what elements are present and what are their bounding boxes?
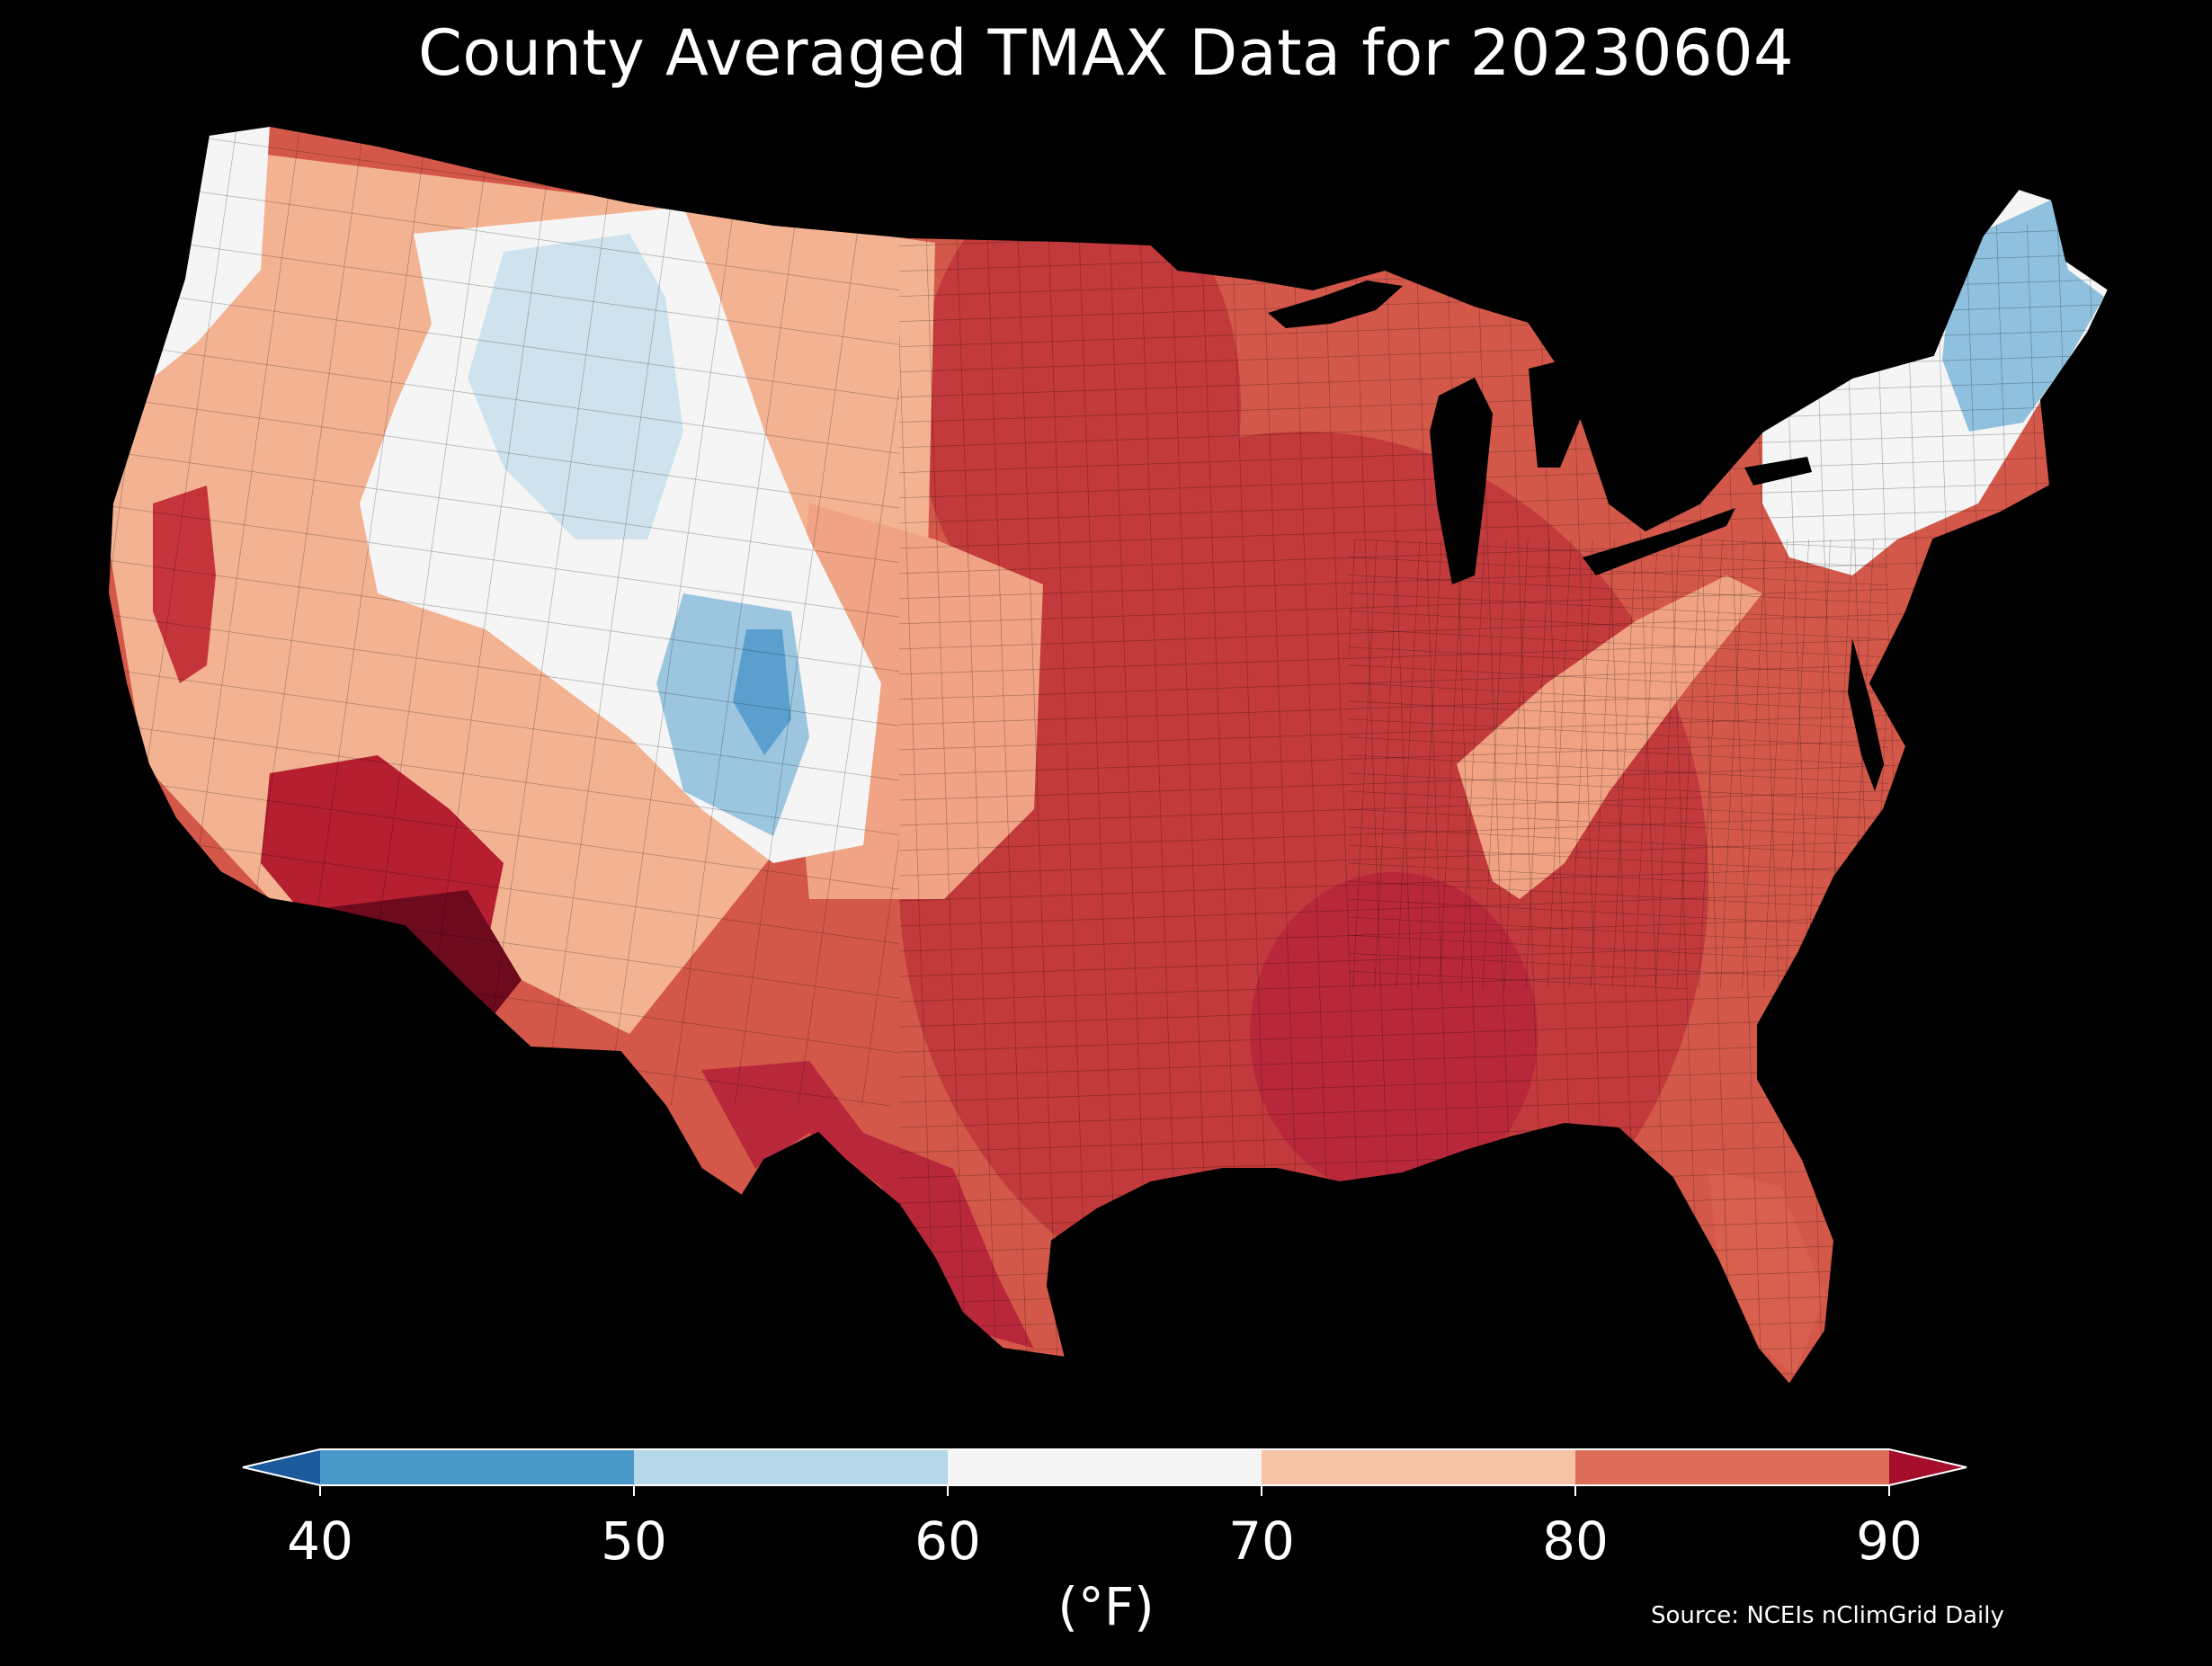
colorbar-bin-70-80 <box>1262 1449 1575 1485</box>
lake-superior <box>1268 281 1403 328</box>
colorbar-bin-60-70 <box>948 1449 1262 1485</box>
source-credit: Source: NCEIs nClimGrid Daily <box>1651 1602 2004 1629</box>
map-title: County Averaged TMAX Data for 20230604 <box>417 16 1795 90</box>
county-lines-southeast <box>1349 539 1888 989</box>
colorbar-tick-80: 80 <box>1542 1510 1609 1572</box>
chesapeake-bay <box>1848 638 1884 791</box>
colorbar-bin-40-50 <box>320 1449 634 1485</box>
colorbar-tick-70: 70 <box>1228 1510 1295 1572</box>
colorbar-tick-50: 50 <box>601 1510 667 1572</box>
lake-erie <box>1583 508 1735 575</box>
colorbar-segments <box>242 1448 1967 1496</box>
lake-ontario <box>1744 457 1812 486</box>
colorbar-tick-60: 60 <box>914 1510 981 1572</box>
colorbar-tick-90: 90 <box>1856 1510 1922 1572</box>
colorbar-bin-50-60 <box>634 1449 948 1485</box>
colorbar-bin-80-90 <box>1575 1449 1889 1485</box>
colorbar-unit-label: (°F) <box>1057 1576 1155 1637</box>
lake-michigan <box>1430 378 1493 584</box>
lake-huron <box>1529 360 1583 468</box>
colorbar-extend-low <box>243 1449 320 1485</box>
colorbar-extend-high <box>1889 1449 1967 1485</box>
colorbar-tick-40: 40 <box>287 1510 353 1572</box>
great-lakes <box>1268 281 1884 791</box>
